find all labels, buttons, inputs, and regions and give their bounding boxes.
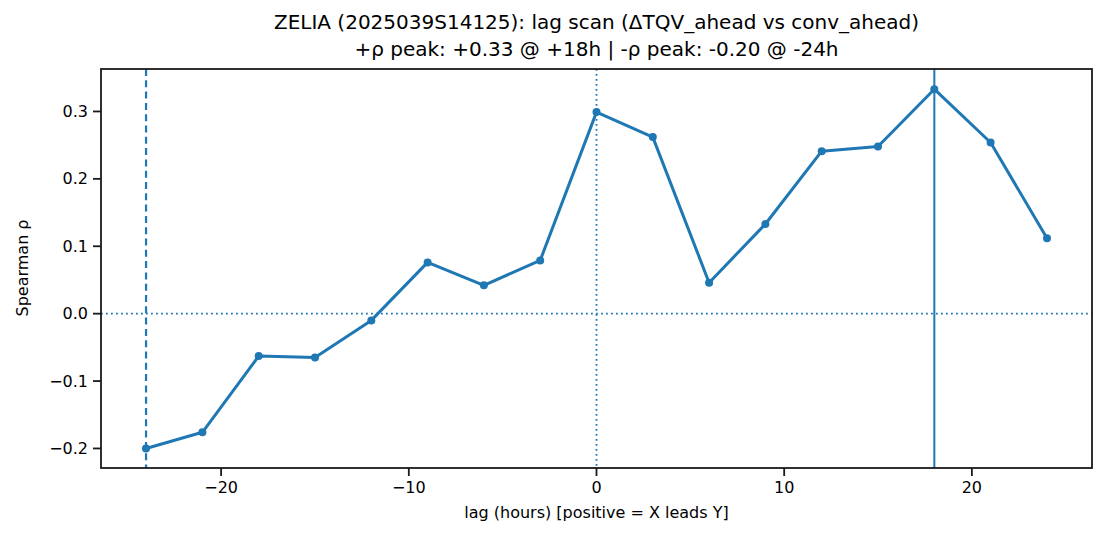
data-point [424, 258, 432, 266]
data-point [649, 133, 657, 141]
data-point [705, 279, 713, 287]
data-point [480, 281, 488, 289]
data-point [311, 354, 319, 362]
plot-area: −20 −10 0 10 20 −0.2 −0.1 0.0 0.1 0.2 0.3 [0, 0, 1105, 540]
data-point [1043, 234, 1051, 242]
x-tick-label: −10 [392, 478, 426, 497]
data-point [930, 85, 938, 93]
data-point [198, 428, 206, 436]
data-point [818, 147, 826, 155]
data-point [142, 445, 150, 453]
y-tick-label: 0.1 [63, 237, 88, 256]
x-tick-label: −20 [204, 478, 238, 497]
lag-scan-figure: ZELIA (2025039S14125): lag scan (ΔTQV_ah… [0, 0, 1105, 540]
data-point [367, 316, 375, 324]
data-point [255, 352, 263, 360]
y-tick-label: 0.0 [63, 304, 88, 323]
data-point [987, 139, 995, 147]
y-tick-label: 0.2 [63, 169, 88, 188]
y-tick-label: −0.1 [49, 372, 88, 391]
data-point [593, 108, 601, 116]
x-tick-label: 20 [962, 478, 982, 497]
y-tick-label: −0.2 [49, 439, 88, 458]
plot-border [101, 69, 1092, 468]
data-point [874, 143, 882, 151]
data-point [536, 256, 544, 264]
y-tick-label: 0.3 [63, 102, 88, 121]
data-point [761, 220, 769, 228]
x-tick-label: 0 [591, 478, 601, 497]
x-tick-label: 10 [774, 478, 794, 497]
